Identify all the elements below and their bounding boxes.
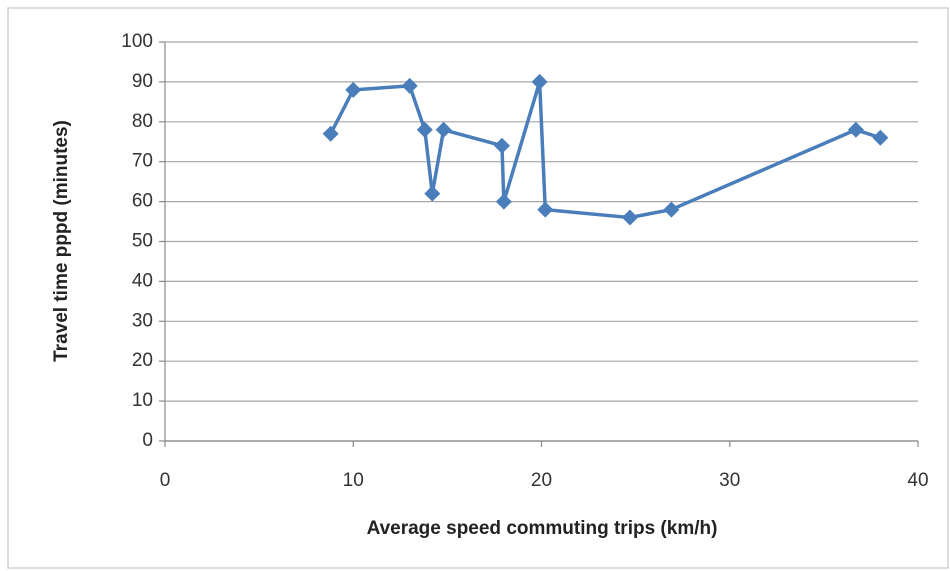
y-tick-label: 90: [132, 71, 153, 92]
y-tick-label: 30: [132, 310, 153, 331]
data-marker: [621, 209, 638, 226]
y-tick-label: 60: [132, 191, 153, 212]
data-marker: [847, 121, 864, 138]
y-tick-label: 100: [121, 31, 153, 52]
data-marker: [872, 129, 889, 146]
x-tick-label: 0: [160, 470, 171, 491]
y-tick-label: 50: [132, 231, 153, 252]
data-marker: [663, 201, 680, 218]
data-line: [329, 80, 881, 220]
data-marker: [435, 121, 452, 138]
y-axis-title: Travel time pppd (minutes): [51, 120, 72, 362]
x-tick-label: 30: [719, 470, 740, 491]
data-marker: [493, 137, 510, 154]
data-marker: [531, 73, 548, 90]
y-tick-label: 0: [142, 430, 153, 451]
x-tick-label: 10: [343, 470, 364, 491]
y-tick-label: 70: [132, 151, 153, 172]
y-tick-label: 20: [132, 350, 153, 371]
data-marker: [322, 125, 339, 142]
data-marker: [345, 81, 362, 98]
y-tick-label: 80: [132, 111, 153, 132]
data-marker: [537, 201, 554, 218]
x-tick-label: 40: [907, 470, 928, 491]
data-marker: [424, 185, 441, 202]
data-marker: [401, 77, 418, 94]
x-tick-label: 20: [531, 470, 552, 491]
y-tick-label: 40: [132, 270, 153, 291]
data-marker: [495, 193, 512, 210]
y-tick-label: 10: [132, 390, 153, 411]
x-axis-title: Average speed commuting trips (km/h): [367, 518, 718, 539]
data-marker: [416, 121, 433, 138]
